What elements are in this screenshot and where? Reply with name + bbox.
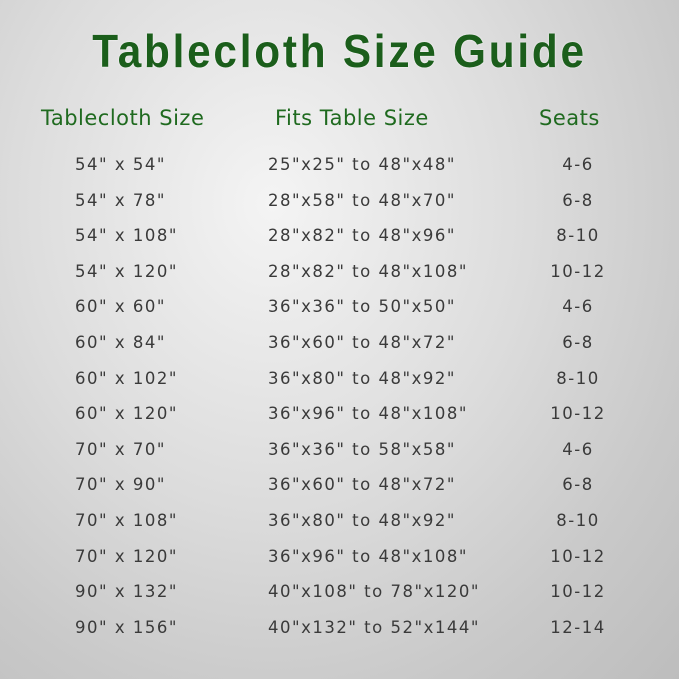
header-fits-table-size: Fits Table Size [275, 106, 429, 130]
tablecloth-size-cell: 54" x 54" [75, 155, 166, 174]
tablecloth-size-cell: 60" x 84" [75, 333, 166, 352]
fits-table-size-cell: 36"x96" to 48"x108" [268, 546, 468, 566]
table-row: 70" x 120" 36"x96" to 48"x108" 10-12 [0, 547, 679, 577]
table-row: 70" x 70" 36"x36" to 58"x58" 4-6 [0, 440, 679, 470]
page-title: Tablecloth Size Guide [92, 25, 587, 77]
seats-cell: 4-6 [562, 297, 594, 317]
fits-table-size-cell: 40"x132" to 52"x144" [268, 617, 480, 637]
seats-cell: 4-6 [562, 155, 594, 174]
seats-cell: 6-8 [562, 190, 594, 210]
fits-table-size-cell: 36"x80" to 48"x92" [268, 511, 456, 530]
tablecloth-size-cell: 70" x 90" [75, 475, 166, 495]
seats-cell: 10-12 [550, 404, 606, 424]
fits-table-size-cell: 28"x82" to 48"x108" [268, 261, 468, 281]
table-row: 60" x 60" 36"x36" to 50"x50" 4-6 [0, 297, 679, 327]
fits-table-size-cell: 36"x60" to 48"x72" [268, 475, 456, 495]
seats-cell: 10-12 [550, 582, 606, 602]
fits-table-size-cell: 28"x82" to 48"x96" [268, 226, 456, 246]
seats-cell: 8-10 [556, 511, 600, 530]
table-row: 60" x 102" 36"x80" to 48"x92" 8-10 [0, 369, 679, 399]
tablecloth-size-cell: 60" x 102" [75, 368, 178, 388]
tablecloth-size-cell: 70" x 70" [75, 439, 166, 459]
fits-table-size-cell: 36"x96" to 48"x108" [268, 404, 468, 424]
fits-table-size-cell: 36"x80" to 48"x92" [268, 368, 456, 388]
fits-table-size-cell: 36"x60" to 48"x72" [268, 333, 456, 352]
tablecloth-size-cell: 54" x 78" [75, 190, 166, 210]
table-row: 54" x 54" 25"x25" to 48"x48" 4-6 [0, 155, 679, 185]
table-row: 54" x 108" 28"x82" to 48"x96" 8-10 [0, 226, 679, 256]
fits-table-size-cell: 25"x25" to 48"x48" [268, 155, 456, 174]
table-row: 54" x 78" 28"x58" to 48"x70" 6-8 [0, 191, 679, 221]
fits-table-size-cell: 40"x108" to 78"x120" [268, 582, 480, 602]
tablecloth-size-cell: 60" x 120" [75, 404, 178, 424]
seats-cell: 8-10 [556, 368, 600, 388]
seats-cell: 10-12 [550, 546, 606, 566]
tablecloth-size-cell: 90" x 132" [75, 582, 178, 602]
fits-table-size-cell: 36"x36" to 58"x58" [268, 439, 456, 459]
header-tablecloth-size: Tablecloth Size [41, 106, 205, 130]
seats-cell: 12-14 [550, 617, 606, 637]
table-row: 70" x 108" 36"x80" to 48"x92" 8-10 [0, 511, 679, 541]
tablecloth-size-cell: 70" x 120" [75, 546, 178, 566]
seats-cell: 4-6 [562, 439, 594, 459]
table-row: 60" x 120" 36"x96" to 48"x108" 10-12 [0, 404, 679, 434]
tablecloth-size-cell: 90" x 156" [75, 617, 178, 637]
table-row: 90" x 132" 40"x108" to 78"x120" 10-12 [0, 582, 679, 612]
tablecloth-size-cell: 60" x 60" [75, 297, 166, 317]
seats-cell: 6-8 [562, 475, 594, 495]
seats-cell: 6-8 [562, 333, 594, 352]
table-row: 60" x 84" 36"x60" to 48"x72" 6-8 [0, 333, 679, 363]
table-row: 90" x 156" 40"x132" to 52"x144" 12-14 [0, 618, 679, 648]
tablecloth-size-cell: 70" x 108" [75, 511, 178, 530]
seats-cell: 8-10 [556, 226, 600, 246]
seats-cell: 10-12 [550, 261, 606, 281]
table-row: 70" x 90" 36"x60" to 48"x72" 6-8 [0, 475, 679, 505]
tablecloth-size-cell: 54" x 108" [75, 226, 178, 246]
header-seats: Seats [539, 106, 600, 130]
fits-table-size-cell: 28"x58" to 48"x70" [268, 190, 456, 210]
tablecloth-size-cell: 54" x 120" [75, 261, 178, 281]
fits-table-size-cell: 36"x36" to 50"x50" [268, 297, 456, 317]
table-row: 54" x 120" 28"x82" to 48"x108" 10-12 [0, 262, 679, 292]
